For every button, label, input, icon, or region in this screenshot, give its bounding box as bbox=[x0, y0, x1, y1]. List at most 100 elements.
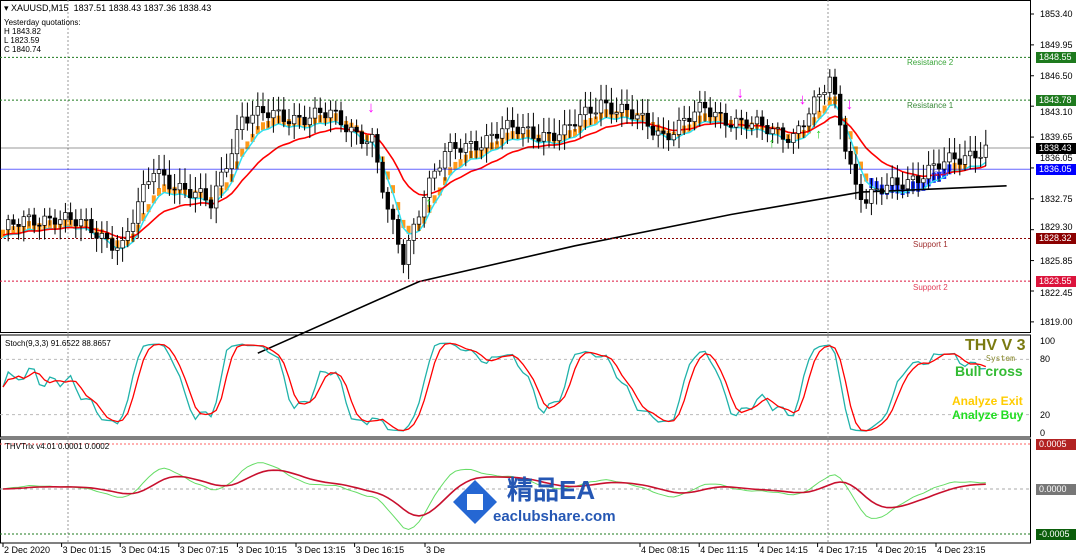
candle-body bbox=[146, 181, 151, 185]
candle-body bbox=[468, 141, 474, 144]
candle-body bbox=[926, 164, 931, 180]
candle-body bbox=[234, 129, 240, 155]
candle-body bbox=[78, 219, 84, 227]
yesterday-title: Yesterday quotations: bbox=[4, 18, 81, 27]
candle-body bbox=[208, 199, 214, 209]
fast-ma-line bbox=[2, 103, 987, 250]
candle-body bbox=[796, 125, 801, 134]
candle-body bbox=[338, 110, 344, 126]
price-axis-label: 1836.05 bbox=[1040, 153, 1073, 164]
candle-body bbox=[557, 134, 562, 141]
candle-body bbox=[89, 219, 94, 234]
watermark-brand: 精品EA bbox=[507, 475, 596, 505]
candle-body bbox=[656, 130, 661, 136]
candle-body bbox=[448, 142, 453, 152]
candle-body bbox=[593, 112, 598, 115]
yesterday-quotes: Yesterday quotations: H 1843.82 L 1823.5… bbox=[4, 18, 81, 54]
candle-body bbox=[115, 247, 120, 251]
price-axis-label: 1832.75 bbox=[1040, 193, 1073, 204]
price-tag: 1836.05 bbox=[1036, 164, 1076, 176]
candle-body bbox=[541, 132, 546, 142]
candle-body bbox=[328, 109, 333, 119]
candle-body bbox=[162, 169, 167, 176]
trix-signal-line bbox=[2, 462, 986, 531]
candle-body bbox=[484, 135, 489, 149]
price-axis-label: 1822.45 bbox=[1040, 288, 1073, 299]
candle-body bbox=[619, 103, 624, 113]
candle-body bbox=[73, 219, 78, 227]
dropdown-icon[interactable]: ▾ bbox=[4, 3, 9, 13]
level-label: Support 1 bbox=[913, 240, 948, 250]
candle-body bbox=[463, 143, 468, 153]
candle-body bbox=[614, 112, 619, 115]
candle-body bbox=[832, 76, 838, 95]
candle-body bbox=[702, 101, 708, 109]
candle-body bbox=[661, 130, 666, 134]
candle-body bbox=[515, 126, 520, 135]
candle-body bbox=[968, 150, 973, 157]
time-axis-label: 4 Dec 14:15 bbox=[759, 545, 808, 555]
candle-body bbox=[130, 222, 136, 232]
candle-body bbox=[21, 216, 26, 227]
candle-body bbox=[822, 92, 827, 95]
candle-body bbox=[406, 239, 411, 265]
level-label: Resistance 1 bbox=[907, 101, 954, 111]
candle-body bbox=[744, 119, 749, 129]
candle-body bbox=[962, 155, 968, 165]
candle-body bbox=[708, 107, 713, 118]
buy-arrow-icon: ↑ bbox=[425, 195, 432, 210]
candle-body bbox=[760, 116, 765, 126]
candle-body bbox=[156, 169, 162, 174]
candle-body bbox=[671, 134, 676, 141]
candle-body bbox=[786, 138, 791, 143]
yesterday-high: H 1843.82 bbox=[4, 27, 41, 36]
time-axis-label: 3 Dec 16:15 bbox=[355, 545, 405, 555]
candle-body bbox=[609, 102, 614, 115]
candle-body bbox=[645, 112, 650, 127]
candle-body bbox=[141, 184, 146, 203]
candle-body bbox=[598, 99, 604, 114]
candle-body bbox=[364, 141, 370, 145]
candle-body bbox=[250, 114, 255, 124]
candle-body bbox=[318, 107, 323, 114]
candle-body bbox=[869, 188, 874, 204]
candle-body bbox=[578, 114, 583, 127]
sell-arrow-icon: ↓ bbox=[799, 91, 807, 108]
time-axis-label: 2 Dec 2020 bbox=[4, 545, 51, 555]
level-label: Resistance 2 bbox=[907, 58, 954, 68]
candle-body bbox=[479, 147, 484, 151]
candle-body bbox=[947, 152, 952, 163]
candle-body bbox=[26, 214, 32, 218]
long-ma-line bbox=[257, 185, 1007, 354]
candle-body bbox=[682, 117, 687, 121]
candle-body bbox=[489, 133, 494, 136]
candle-body bbox=[125, 231, 130, 241]
time-axis-label: 4 Dec 08:15 bbox=[641, 545, 690, 555]
trix-axis-tag: -0.0005 bbox=[1036, 529, 1076, 540]
trix-main-line bbox=[2, 469, 986, 517]
candle-body bbox=[692, 111, 697, 122]
candle-body bbox=[416, 216, 422, 225]
price-tag: 1828.32 bbox=[1036, 233, 1076, 245]
trix-label: THVTrix v4.01 0.0001 0.0002 bbox=[5, 442, 110, 451]
candle-body bbox=[396, 219, 401, 245]
candle-body bbox=[442, 151, 448, 169]
candle-body bbox=[167, 174, 172, 190]
candle-body bbox=[552, 132, 557, 141]
time-axis-label: 3 Dec 01:15 bbox=[62, 545, 112, 555]
candle-body bbox=[307, 117, 312, 126]
candle-body bbox=[260, 106, 266, 114]
level-label: Support 2 bbox=[913, 283, 948, 293]
candle-body bbox=[354, 126, 359, 133]
candle-body bbox=[562, 124, 567, 136]
overlay-cross: Bull cross bbox=[955, 363, 1023, 379]
candle-body bbox=[895, 177, 900, 186]
price-axis-label: 1843.10 bbox=[1040, 107, 1073, 118]
candle-body bbox=[224, 168, 229, 173]
level-label: level bbox=[932, 169, 949, 179]
candle-body bbox=[879, 188, 884, 194]
candle-body bbox=[754, 116, 760, 125]
candle-body bbox=[11, 219, 16, 225]
